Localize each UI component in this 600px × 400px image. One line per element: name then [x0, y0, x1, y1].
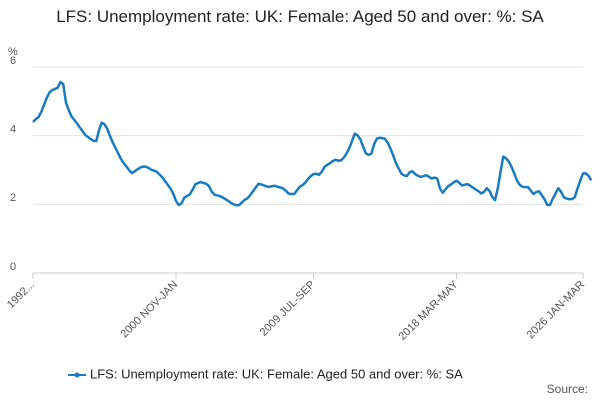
- y-tick-label: 6: [10, 55, 16, 67]
- y-tick-label: 2: [10, 192, 16, 204]
- chart-title: LFS: Unemployment rate: UK: Female: Aged…: [56, 7, 544, 26]
- x-tick-label: 2009 JUL-SEP: [258, 279, 318, 339]
- x-tick-label: 2000 NOV-JAN: [119, 279, 181, 341]
- y-tick-label: 4: [10, 124, 16, 136]
- legend-marker: [74, 372, 80, 378]
- legend-label: LFS: Unemployment rate: UK: Female: Aged…: [90, 366, 463, 381]
- x-tick-label: 2018 MAR-MAY: [397, 278, 462, 343]
- source: Source:: [547, 382, 588, 396]
- y-tick-label: 0: [10, 261, 16, 273]
- x-tick-label: 1992...: [5, 279, 37, 311]
- data-line: [32, 80, 593, 207]
- x-tick-label: 2026 JAN-MAR: [525, 279, 588, 342]
- y-axis-label: %: [8, 46, 18, 58]
